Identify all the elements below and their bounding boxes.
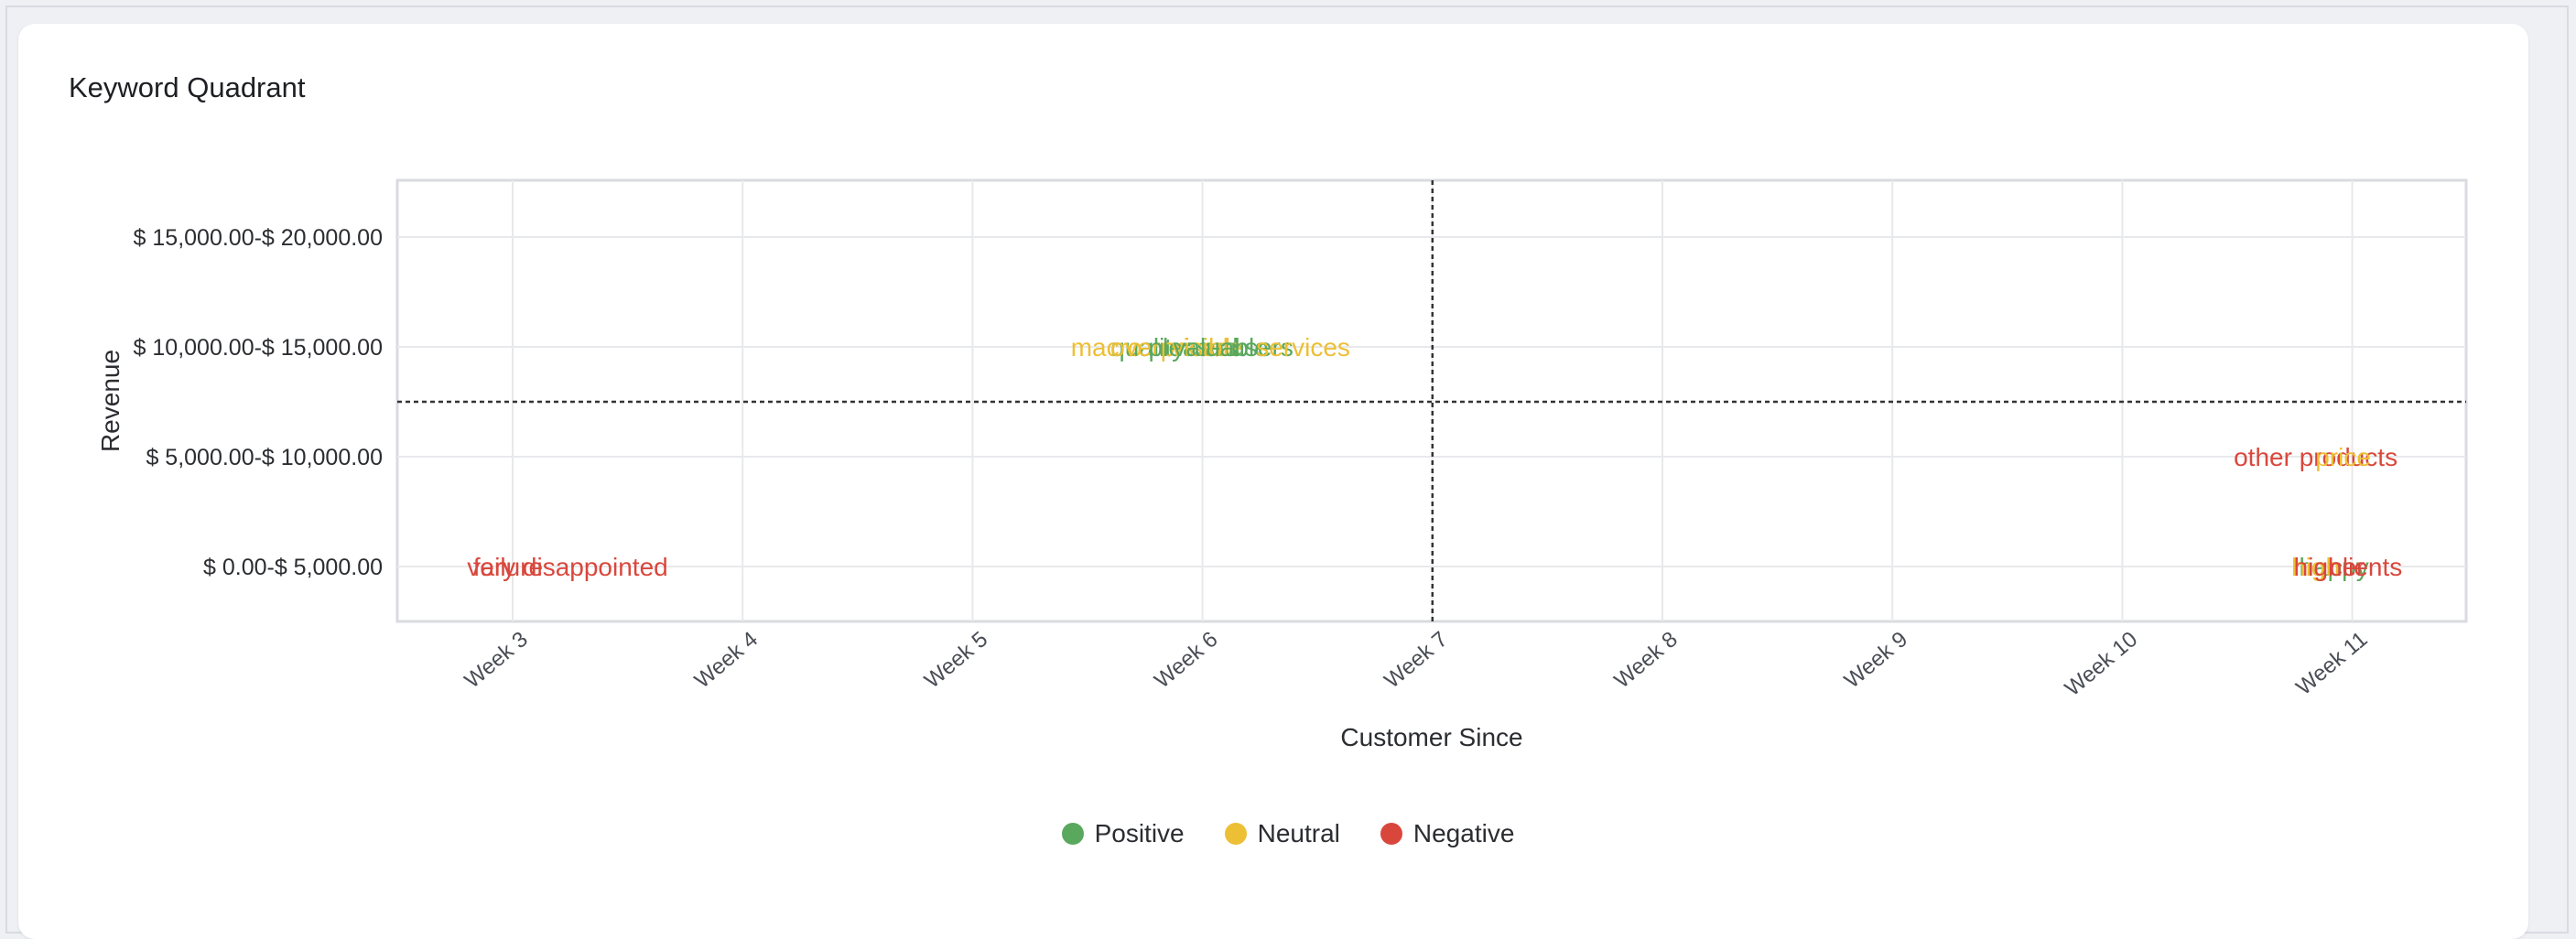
keyword-point: macro	[1071, 333, 1142, 362]
keyword-point: high	[2291, 553, 2340, 581]
x-tick-label: Week 7	[1380, 627, 1452, 694]
keyword-point: users	[1230, 333, 1293, 362]
legend-swatch	[1061, 823, 1084, 845]
keyword-point: other products	[2234, 443, 2397, 471]
y-tick-label: $ 5,000.00-$ 10,000.00	[146, 445, 383, 470]
chart-legend: Positive Neutral Negative	[0, 819, 2576, 848]
keyword-point: valuable	[1173, 333, 1268, 362]
keyword-point: clients	[2330, 553, 2402, 581]
legend-label: Negative	[1412, 819, 1515, 847]
x-tick-label: Week 5	[920, 627, 992, 694]
keyword-point: pleased	[1149, 333, 1239, 362]
x-tick-label: Week 9	[1840, 627, 1912, 694]
y-tick-label: $ 15,000.00-$ 20,000.00	[134, 225, 383, 251]
x-tick-label: Week 6	[1150, 627, 1222, 694]
x-tick-label: Week 11	[2291, 627, 2372, 700]
keyword-point: price	[2315, 443, 2371, 471]
legend-item-positive[interactable]: Positive	[1061, 819, 1185, 848]
chart-title: Keyword Quadrant	[69, 71, 306, 103]
x-axis-title: Customer Since	[1340, 723, 1522, 751]
chart-card	[18, 24, 2528, 939]
keyword-point: visible	[1172, 333, 1243, 362]
keyword-point: services	[1256, 333, 1350, 362]
legend-item-negative[interactable]: Negative	[1380, 819, 1515, 848]
legend-item-neutral[interactable]: Neutral	[1224, 819, 1340, 848]
x-tick-label: Week 8	[1609, 627, 1682, 694]
keyword-point: failure	[473, 553, 543, 581]
y-tick-label: $ 10,000.00-$ 15,000.00	[134, 335, 383, 361]
y-axis-title: Revenue	[96, 350, 124, 452]
y-tick-label: $ 0.00-$ 5,000.00	[203, 555, 383, 580]
keyword-point: very disappointed	[467, 553, 667, 581]
x-tick-label: Week 4	[690, 627, 763, 694]
legend-swatch	[1224, 823, 1247, 845]
x-tick-label: Week 3	[460, 627, 532, 694]
keyword-point: quality	[1110, 333, 1185, 362]
legend-label: Neutral	[1257, 819, 1340, 847]
keyword-point: overpriced	[1110, 333, 1230, 362]
keyword-point: happy	[2299, 553, 2368, 581]
x-tick-label: Week 10	[2061, 627, 2143, 701]
legend-label: Positive	[1094, 819, 1185, 847]
legend-swatch	[1380, 823, 1402, 845]
keyword-point: higher	[2294, 553, 2365, 581]
